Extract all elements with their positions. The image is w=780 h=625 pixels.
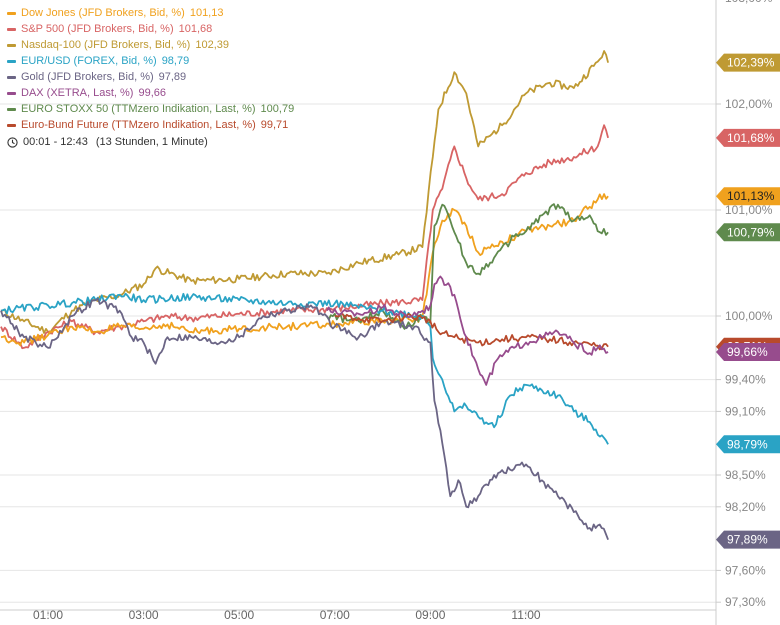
series-line — [0, 193, 609, 347]
legend-value: 100,79 — [260, 103, 295, 115]
time-range: 00:01 - 12:43 — [23, 136, 88, 148]
legend-item[interactable]: DAX (XETRA, Last, %) 99,66 — [7, 85, 294, 101]
y-tick-label: 98,50% — [725, 468, 766, 482]
grid — [0, 103, 716, 603]
series-line — [334, 312, 609, 351]
series-line — [0, 297, 609, 541]
end-marker-shape — [716, 187, 780, 206]
series-line — [0, 292, 609, 445]
legend-value: 97,89 — [158, 71, 187, 83]
legend-label: EUR/USD (FOREX, Bid, %) — [21, 55, 157, 67]
end-marker: 97,89% — [716, 530, 780, 549]
end-marker-shape — [716, 53, 780, 72]
legend-value: 101,13 — [189, 7, 224, 19]
y-tick-label: 100,00% — [725, 309, 773, 323]
end-marker-shape — [716, 128, 780, 147]
legend: Dow Jones (JFD Brokers, Bid, %) 101,13 S&P… — [7, 5, 294, 150]
legend-item[interactable]: Dow Jones (JFD Brokers, Bid, %) 101,13 — [7, 5, 294, 21]
legend-swatch — [7, 59, 16, 63]
x-tick-label: 05:00 — [224, 608, 254, 622]
legend-swatch — [7, 91, 16, 95]
legend-items: Dow Jones (JFD Brokers, Bid, %) 101,13 S&P… — [7, 5, 294, 133]
x-tick-label: 01:00 — [33, 608, 63, 622]
legend-value: 101,68 — [178, 23, 213, 35]
x-tick-label: 03:00 — [129, 608, 159, 622]
y-axis: 103,00% 102,00% 101,00% 100,00% 99,40% 99,10%… — [715, 0, 773, 625]
x-tick-label: 09:00 — [415, 608, 445, 622]
legend-value: 99,71 — [260, 119, 289, 131]
legend-label: Euro-Bund Future (TTMzero Indikation, La… — [21, 119, 256, 131]
legend-value: 102,39 — [195, 39, 229, 51]
end-marker: 100,79% — [716, 223, 780, 242]
legend-item[interactable]: Euro-Bund Future (TTMzero Indikation, La… — [7, 117, 294, 133]
y-tick-label: 102,00% — [725, 97, 773, 111]
legend-swatch — [7, 75, 16, 79]
legend-label: DAX (XETRA, Last, %) — [21, 87, 134, 99]
legend-swatch — [7, 43, 16, 47]
legend-label: Nasdaq-100 (JFD Brokers, Bid, %) — [21, 39, 191, 51]
end-marker-shape — [716, 223, 780, 242]
y-tick-label: 101,00% — [725, 203, 773, 217]
y-tick-label: 98,20% — [725, 500, 766, 514]
end-markers: 102,39% 101,68% 101,13% 100,79% 98,79% 97,89%… — [716, 53, 780, 549]
legend-label: S&P 500 (JFD Brokers, Bid, %) — [21, 23, 174, 35]
y-tick-label: 97,30% — [725, 595, 766, 609]
end-marker-label: 101,68% — [727, 131, 775, 145]
end-marker-label: 102,39% — [727, 56, 775, 70]
legend-item[interactable]: EUR/USD (FOREX, Bid, %) 98,79 — [7, 53, 294, 69]
end-marker-shape — [716, 343, 780, 362]
end-marker: 99,66% — [716, 343, 780, 362]
legend-value: 98,79 — [161, 55, 190, 67]
legend-swatch — [7, 123, 16, 127]
legend-swatch — [7, 27, 16, 31]
legend-swatch — [7, 11, 16, 15]
series-lines — [0, 50, 609, 541]
legend-label: Dow Jones (JFD Brokers, Bid, %) — [21, 7, 185, 19]
legend-item[interactable]: Nasdaq-100 (JFD Brokers, Bid, %) 102,39 — [7, 37, 294, 53]
y-tick-label: 99,40% — [725, 373, 766, 387]
x-axis: 01:00 03:00 05:00 07:00 09:00 11:00 — [0, 608, 716, 622]
end-marker-label: 100,79% — [727, 225, 775, 239]
series-line — [0, 124, 609, 350]
series-line — [326, 275, 609, 386]
x-tick-label: 11:00 — [511, 608, 540, 622]
y-tick-label: 103,00% — [725, 0, 773, 5]
legend-item[interactable]: EURO STOXX 50 (TTMzero Indikation, Last,… — [7, 101, 294, 117]
end-marker-label: 97,89% — [727, 533, 768, 547]
y-tick-label: 99,10% — [725, 404, 766, 418]
time-range-row: 00:01 - 12:43 (13 Stunden, 1 Minute) — [7, 134, 294, 150]
duration: (13 Stunden, 1 Minute) — [95, 136, 208, 148]
legend-label: Gold (JFD Brokers, Bid, %) — [21, 71, 154, 83]
legend-item[interactable]: S&P 500 (JFD Brokers, Bid, %) 101,68 — [7, 21, 294, 37]
end-marker-label: 98,79% — [727, 437, 768, 451]
end-marker-shape — [716, 435, 780, 454]
legend-item[interactable]: Gold (JFD Brokers, Bid, %) 97,89 — [7, 69, 294, 85]
legend-value: 99,66 — [138, 87, 167, 99]
end-marker: 101,68% — [716, 128, 780, 147]
clock-icon — [7, 136, 18, 148]
x-tick-label: 07:00 — [320, 608, 350, 622]
legend-swatch — [7, 107, 16, 111]
end-marker: 102,39% — [716, 53, 780, 72]
end-marker-label: 101,13% — [727, 189, 775, 203]
end-marker: 98,79% — [716, 435, 780, 454]
end-marker: 101,13% — [716, 187, 780, 206]
legend-label: EURO STOXX 50 (TTMzero Indikation, Last,… — [21, 103, 256, 115]
y-tick-label: 97,60% — [725, 563, 766, 577]
end-marker-shape — [716, 530, 780, 549]
end-marker-label: 99,66% — [727, 345, 768, 359]
